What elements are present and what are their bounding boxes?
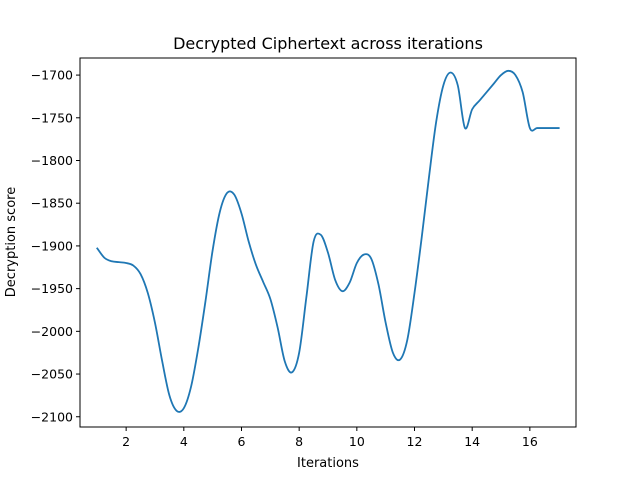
y-tick-label: −2000 [31,324,73,339]
y-axis-label: Decryption score [4,187,19,297]
x-tick-label: 2 [122,434,130,449]
x-tick-label: 10 [349,434,365,449]
series-line [96,69,560,413]
x-axis-ticks: 2 4 6 8 10 12 14 16 [122,427,538,449]
y-tick-label: −2050 [31,367,73,382]
plot-frame [79,57,577,428]
x-axis-label: Iterations [297,456,359,471]
y-axis-ticks: −2100 −2050 −2000 −1950 −1900 −1850 −1800 −1750… [31,68,80,424]
x-tick-label: 14 [464,434,480,449]
x-tick-label: 6 [238,434,246,449]
x-tick-label: 8 [295,434,303,449]
x-tick-label: 12 [407,434,423,449]
y-tick-label: −1800 [31,153,73,168]
y-tick-label: −2100 [31,409,73,424]
y-tick-label: −1700 [31,68,73,83]
y-tick-label: −1900 [31,238,73,253]
y-tick-label: −1850 [31,196,73,211]
x-tick-label: 16 [522,434,538,449]
x-tick-label: 4 [180,434,188,449]
y-tick-label: −1750 [31,110,73,125]
chart-title: Decrypted Ciphertext across iterations [173,34,483,53]
y-tick-label: −1950 [31,281,73,296]
